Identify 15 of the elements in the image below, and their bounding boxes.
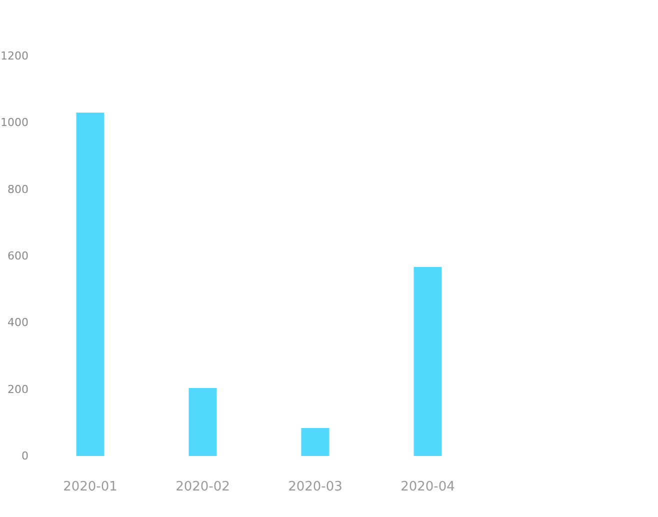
y-tick-label: 1200 — [0, 50, 28, 62]
bar — [414, 267, 442, 456]
y-tick-label: 200 — [8, 382, 28, 396]
y-tick-label: 800 — [8, 182, 28, 196]
x-tick-label: 2020-01 — [63, 480, 118, 494]
x-tick-label: 2020-03 — [288, 480, 342, 494]
bar — [76, 112, 104, 456]
x-tick-label: 2020-04 — [400, 480, 455, 494]
y-tick-label: 1000 — [0, 116, 28, 130]
x-tick-label: 2020-02 — [176, 480, 230, 494]
bar — [188, 388, 217, 456]
y-tick-label: 600 — [8, 250, 28, 262]
y-tick-label: 0 — [22, 450, 28, 462]
bar — [301, 428, 330, 456]
y-tick-label: 400 — [8, 316, 28, 330]
